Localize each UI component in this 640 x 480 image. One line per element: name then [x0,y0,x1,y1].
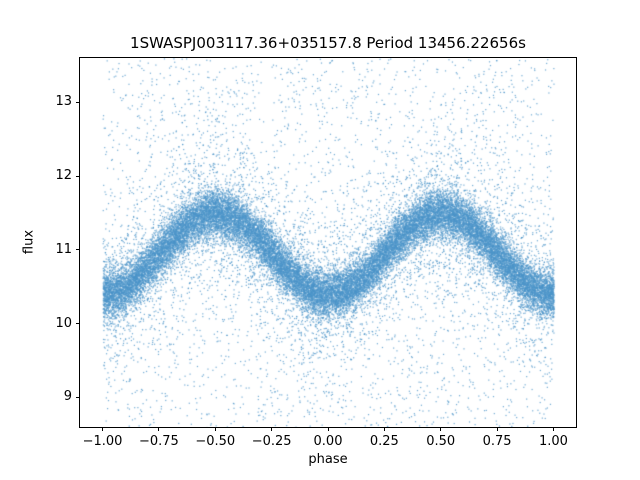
y-tick-label: 9 [63,389,72,405]
y-tick-mark [76,249,80,251]
y-tick-label: 13 [55,94,72,110]
x-tick-label: −0.75 [138,434,179,449]
chart-title: 1SWASPJ003117.36+035157.8 Period 13456.2… [130,34,526,52]
x-tick-mark [102,427,104,431]
x-tick-label: 0.75 [482,434,512,449]
x-tick-label: −1.00 [82,434,123,449]
x-tick-label: 0.25 [369,434,399,449]
x-tick-mark [440,427,442,431]
x-tick-mark [327,427,329,431]
y-tick-mark [76,396,80,398]
scatter-canvas [79,57,577,428]
x-tick-mark [158,427,160,431]
y-tick-mark [76,101,80,103]
y-tick-label: 10 [55,315,72,331]
x-tick-label: 1.00 [538,434,568,449]
x-tick-label: −0.25 [251,434,292,449]
x-tick-label: 0.50 [426,434,456,449]
y-tick-label: 11 [55,241,72,257]
x-tick-label: −0.50 [195,434,236,449]
y-tick-label: 12 [55,168,72,184]
y-tick-mark [76,175,80,177]
y-tick-mark [76,323,80,325]
x-tick-mark [552,427,554,431]
x-tick-mark [214,427,216,431]
x-tick-mark [271,427,273,431]
x-tick-mark [496,427,498,431]
x-axis-label: phase [308,452,348,467]
x-tick-label: 0.00 [313,434,343,449]
x-tick-mark [383,427,385,431]
